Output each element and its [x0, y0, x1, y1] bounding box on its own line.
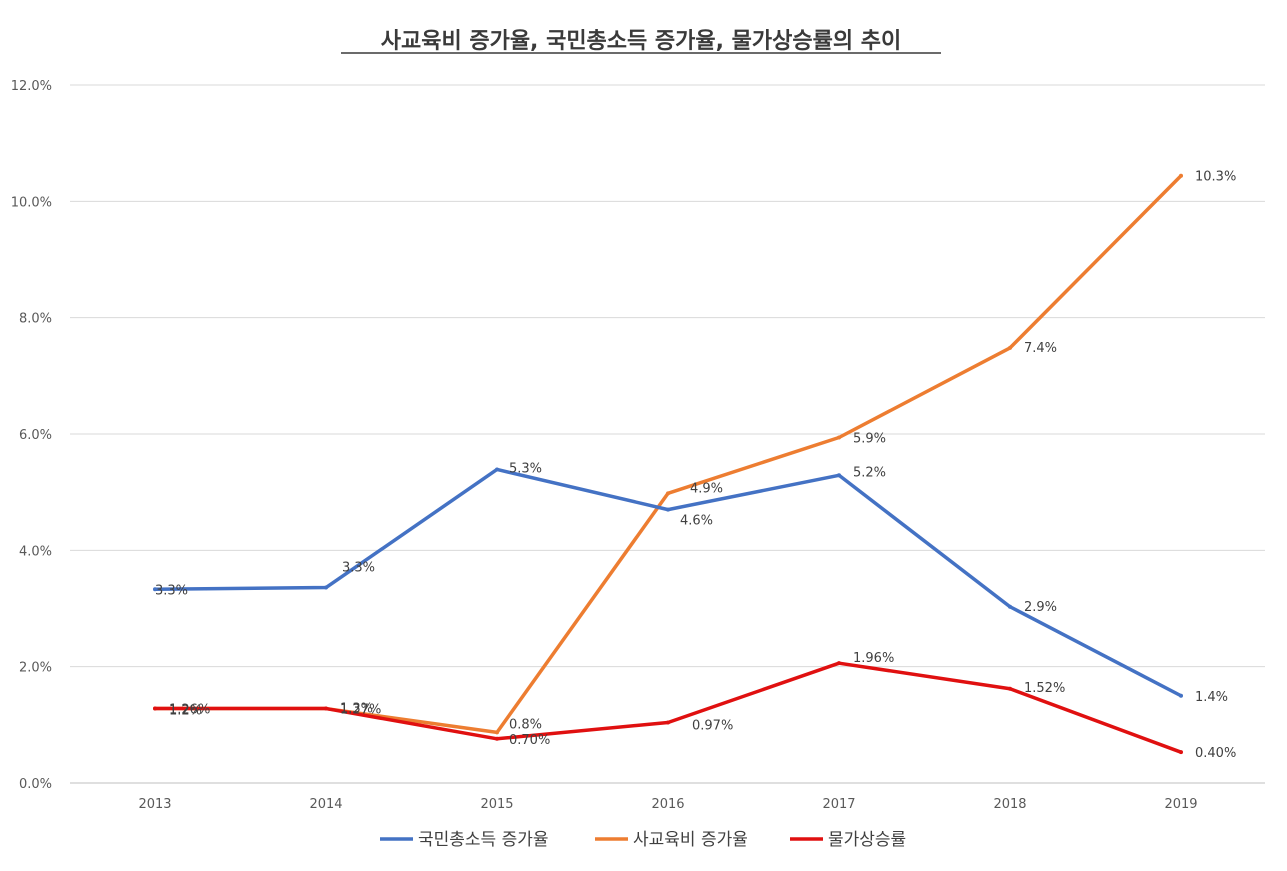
y-tick-label: 0.0%	[19, 777, 52, 792]
data-label: 0.40%	[1195, 746, 1236, 761]
data-label: 5.9%	[853, 431, 886, 446]
series-line-0	[153, 467, 1183, 698]
data-label: 5.3%	[509, 461, 542, 476]
x-tick-label: 2014	[309, 797, 342, 812]
data-point	[495, 736, 499, 741]
data-label: 3.3%	[155, 583, 188, 598]
x-tick-label: 2019	[1164, 797, 1197, 812]
data-point	[495, 730, 499, 735]
x-tick-label: 2013	[138, 797, 171, 812]
data-point	[153, 706, 157, 711]
y-tick-label: 12.0%	[11, 79, 52, 94]
data-point	[324, 706, 328, 711]
data-label: 1.3%	[340, 702, 373, 717]
data-labels: 3.3% 3.3% 5.3% 4.6% 5.2% 2.9% 1.4% 1.2% 1.3% 0.8%…	[155, 170, 1236, 761]
data-point	[666, 507, 670, 512]
data-label: 0.70%	[509, 733, 550, 748]
y-axis-ticks: 0.0% 2.0% 4.0% 6.0% 8.0% 10.0% 12.0%	[11, 79, 52, 792]
legend-entry: 물가상승률	[828, 830, 906, 850]
data-label: 1.96%	[853, 651, 894, 666]
data-point	[1008, 604, 1012, 609]
data-point	[837, 473, 841, 478]
data-label: 1.52%	[1024, 681, 1065, 696]
data-label: 4.6%	[680, 514, 713, 529]
data-point	[837, 435, 841, 440]
x-tick-label: 2016	[651, 797, 684, 812]
data-label: 1.27%	[340, 703, 381, 718]
data-point	[153, 587, 157, 592]
y-tick-label: 4.0%	[19, 544, 52, 559]
data-point	[324, 585, 328, 590]
x-tick-label: 2015	[480, 797, 513, 812]
chart-title: 사교육비 증가율, 국민총소득 증가율, 물가상승률의 추이	[381, 29, 902, 54]
data-point	[1008, 686, 1012, 691]
data-point	[1179, 693, 1183, 698]
y-tick-label: 10.0%	[11, 195, 52, 210]
data-point	[1179, 173, 1183, 178]
y-tick-label: 2.0%	[19, 661, 52, 676]
data-point	[837, 661, 841, 666]
data-label: 7.4%	[1024, 341, 1057, 356]
data-label: 1.4%	[1195, 690, 1228, 705]
data-label: 1.2%	[169, 704, 202, 719]
data-point	[666, 491, 670, 496]
x-tick-label: 2018	[993, 797, 1026, 812]
legend-entry: 사교육비 증가율	[633, 830, 748, 850]
data-point	[1008, 345, 1012, 350]
x-tick-label: 2017	[822, 797, 855, 812]
data-label: 3.3%	[342, 561, 375, 576]
legend-entry: 국민총소득 증가율	[418, 830, 549, 850]
series-line-2	[153, 661, 1183, 754]
legend: 국민총소득 증가율 사교육비 증가율 물가상승률	[380, 830, 906, 850]
data-label: 1.26%	[169, 703, 210, 718]
data-label: 4.9%	[690, 481, 723, 496]
data-point	[1179, 750, 1183, 755]
data-label: 2.9%	[1024, 600, 1057, 615]
data-point	[666, 720, 670, 725]
gridlines	[70, 84, 1265, 784]
y-tick-label: 8.0%	[19, 312, 52, 327]
data-label: 0.97%	[692, 719, 733, 734]
y-tick-label: 6.0%	[19, 428, 52, 443]
data-label: 10.3%	[1195, 170, 1236, 185]
series-line-1	[153, 173, 1183, 735]
series-lines	[153, 173, 1183, 755]
x-axis-ticks: 2013 2014 2015 2016 2017 2018 2019	[138, 797, 1197, 812]
data-label: 5.2%	[853, 465, 886, 480]
data-label: 0.8%	[509, 717, 542, 732]
data-point	[495, 467, 499, 472]
